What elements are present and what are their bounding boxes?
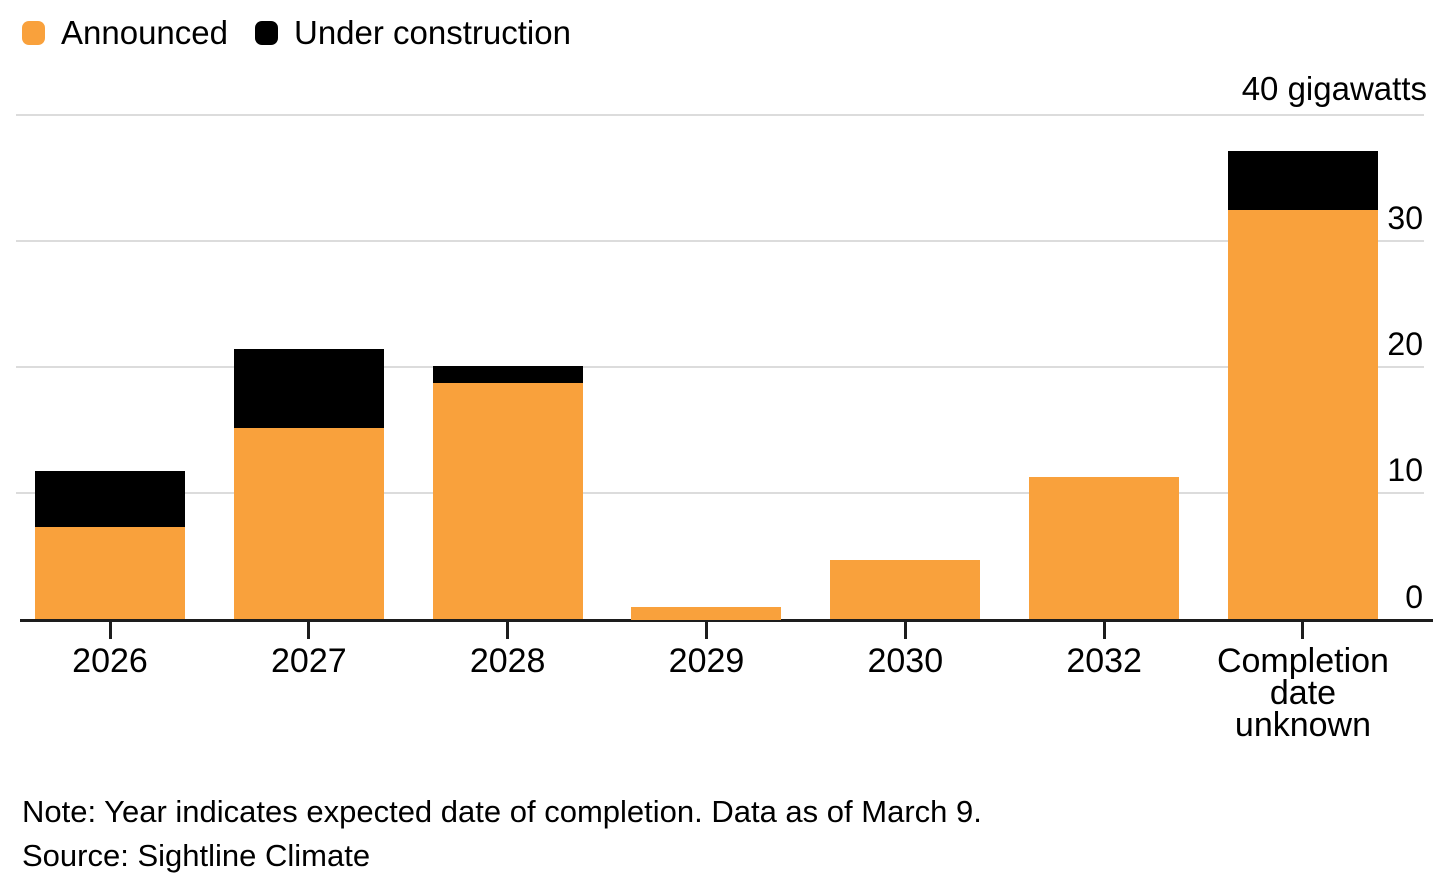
legend-label-announced: Announced [61, 14, 228, 51]
gridline-20 [16, 366, 1424, 368]
legend-swatch-under-construction [254, 21, 278, 45]
x-axis-line [20, 619, 1433, 622]
chart-source: Source: Sightline Climate [22, 838, 371, 873]
y-tick-label-30: 30 [1387, 199, 1423, 236]
y-tick-label-10: 10 [1387, 452, 1423, 489]
y-tick-label-0: 0 [1405, 578, 1423, 615]
legend-item-under-construction: Under construction [254, 14, 571, 52]
x-axis-label-7: Completion date unknown [1216, 642, 1389, 744]
x-axis-tick-1 [108, 622, 112, 639]
legend-swatch-announced [22, 21, 45, 45]
bar-segment-under-construction-2028 [432, 365, 583, 384]
bar-segment-under-construction-2026 [35, 470, 185, 528]
x-axis-label-6: 2032 [1066, 642, 1142, 680]
x-axis-label-4: 2029 [668, 642, 745, 680]
bar-segment-announced-completion-unknown [1227, 210, 1378, 620]
bar-segment-announced-2030 [830, 560, 981, 620]
x-axis-tick-6 [1102, 622, 1106, 639]
bar-segment-under-construction-completion-unknown [1227, 151, 1378, 211]
x-axis-tick-5 [903, 622, 907, 639]
gridline-40 [16, 113, 1424, 116]
y-tick-label-20: 20 [1387, 326, 1423, 362]
legend-item-announced: Announced [22, 14, 228, 52]
bar-segment-announced-2029 [631, 606, 782, 620]
bar-segment-announced-2027 [233, 427, 384, 620]
y-axis-unit-label: 40 gigawatts [1241, 69, 1427, 107]
legend: Announced Under construction [22, 14, 571, 52]
x-axis-tick-7 [1301, 622, 1305, 639]
chart-footer: Note: Year indicates expected date of co… [22, 790, 982, 878]
gridline-10 [16, 492, 1424, 495]
legend-label-under-construction: Under construction [293, 14, 571, 51]
gridline-30 [16, 239, 1424, 242]
bar-segment-announced-2026 [35, 527, 185, 620]
x-axis-label-5: 2030 [867, 642, 944, 680]
chart-note: Note: Year indicates expected date of co… [22, 794, 982, 829]
x-axis-label-1: 2026 [72, 642, 148, 680]
x-axis-tick-4 [704, 622, 708, 639]
x-axis-label-3: 2028 [469, 642, 546, 680]
x-axis-label-2: 2027 [271, 642, 347, 680]
x-axis-tick-3 [506, 622, 510, 639]
x-axis-tick-2 [307, 622, 311, 639]
bar-segment-announced-2032 [1029, 476, 1180, 620]
bar-segment-under-construction-2027 [233, 349, 384, 428]
bar-segment-announced-2028 [432, 383, 583, 620]
